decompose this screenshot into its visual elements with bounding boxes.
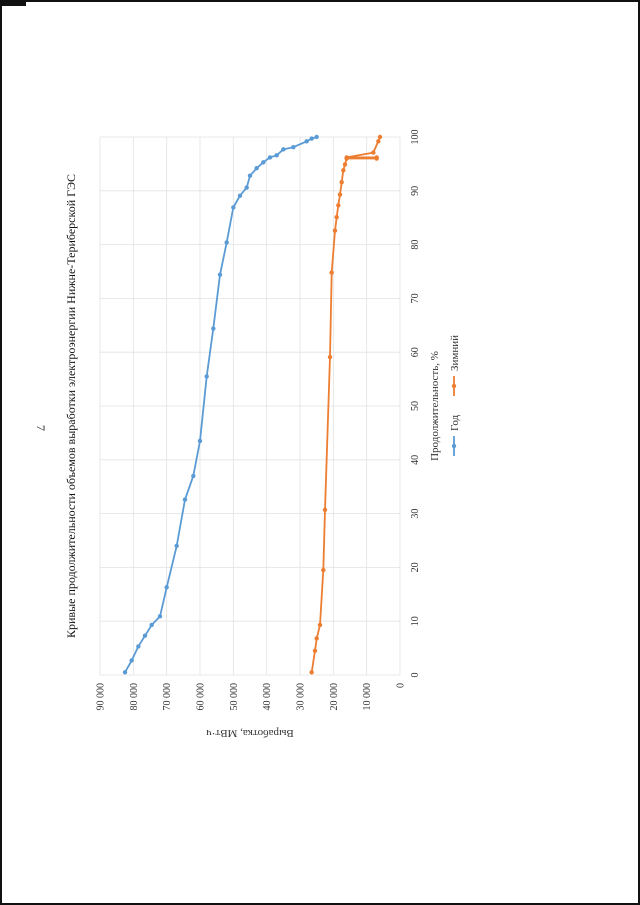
y-tick-label: 70 000 — [162, 683, 173, 711]
data-point — [309, 136, 314, 141]
data-point — [374, 155, 379, 160]
data-point — [217, 272, 223, 277]
data-point — [204, 374, 209, 379]
x-tick-label: 70 — [410, 293, 421, 303]
data-point — [377, 134, 383, 140]
y-tick-label: 30 000 — [296, 683, 307, 711]
data-point — [309, 670, 314, 675]
data-point — [341, 168, 346, 173]
data-point — [327, 354, 333, 360]
data-point — [254, 166, 259, 171]
data-point — [291, 145, 296, 150]
data-point — [336, 203, 341, 208]
page-corner-mark — [0, 0, 26, 6]
gridlines — [99, 136, 401, 676]
data-point — [274, 153, 279, 158]
data-point — [267, 155, 273, 160]
data-point — [182, 497, 188, 502]
y-tick-label: 10 000 — [362, 683, 373, 711]
data-point — [371, 150, 376, 155]
series-1 — [122, 134, 319, 675]
data-point — [342, 162, 348, 167]
data-point — [211, 326, 216, 331]
y-tick-label: 40 000 — [262, 683, 273, 711]
data-point — [329, 270, 334, 275]
x-tick-label: 0 — [410, 673, 421, 678]
data-point — [191, 473, 196, 479]
data-point — [129, 658, 134, 663]
data-point — [122, 670, 128, 675]
x-tick-label: 10 — [410, 616, 421, 626]
y-tick-label: 20 000 — [329, 683, 340, 711]
y-tick-label: 50 000 — [229, 683, 240, 711]
data-point — [244, 185, 249, 190]
data-point — [247, 173, 253, 178]
series-line — [310, 136, 381, 673]
data-point — [224, 240, 229, 245]
y-axis-title: Выработка, МВт·ч — [206, 727, 294, 739]
y-tick-label: 80 000 — [129, 683, 140, 711]
chart-title: Кривые продолжительности объемов выработ… — [64, 174, 78, 638]
data-point — [312, 648, 318, 653]
y-tick-label: 0 — [396, 683, 407, 688]
legend-label: Год — [449, 414, 461, 431]
x-tick-label: 40 — [410, 455, 421, 465]
x-tick-label: 30 — [410, 509, 421, 519]
data-point — [231, 205, 236, 210]
data-point — [261, 160, 266, 165]
data-point — [376, 139, 381, 144]
series-layer — [122, 134, 383, 675]
y-tick-label: 90 000 — [96, 683, 107, 711]
data-point — [322, 507, 328, 513]
legend: Год Зимний — [449, 335, 461, 456]
legend-marker — [451, 383, 457, 389]
x-tick-label: 50 — [410, 401, 421, 411]
data-point — [339, 179, 344, 185]
legend-item: Зимний — [449, 335, 461, 396]
data-point — [197, 438, 203, 444]
data-point — [314, 134, 319, 140]
legend-marker — [451, 443, 457, 449]
data-point — [304, 139, 309, 144]
data-point — [314, 636, 319, 641]
data-point — [344, 155, 349, 160]
x-tick-label: 20 — [410, 562, 421, 572]
data-point — [332, 228, 338, 233]
x-tick-label: 80 — [410, 240, 421, 250]
data-point — [237, 193, 243, 198]
data-point — [149, 622, 154, 628]
x-tick-label: 100 — [410, 130, 421, 145]
series-line — [124, 136, 317, 673]
legend-label: Зимний — [449, 335, 461, 371]
legend-item: Год — [449, 414, 461, 456]
data-point — [174, 543, 179, 549]
axes: 0 10 20 30 40 50 60 70 80 90 100 0 10 000 20 000 30 00… — [96, 130, 422, 711]
data-point — [281, 147, 286, 152]
data-point — [142, 633, 148, 638]
x-tick-label: 90 — [410, 186, 421, 196]
x-axis-title: Продолжительность, % — [429, 351, 441, 461]
x-tick-label: 60 — [410, 347, 421, 357]
series-2 — [309, 134, 383, 675]
data-point — [334, 214, 339, 220]
data-point — [157, 614, 163, 619]
data-point — [164, 585, 169, 590]
y-tick-label: 60 000 — [196, 683, 207, 711]
data-point — [321, 567, 326, 573]
data-point — [337, 192, 343, 197]
data-point — [136, 644, 141, 649]
data-point — [317, 622, 323, 628]
